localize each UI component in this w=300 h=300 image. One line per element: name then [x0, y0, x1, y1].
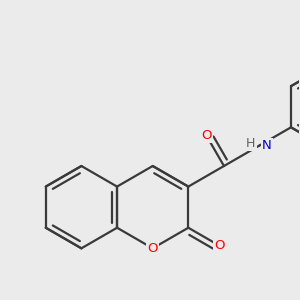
- Text: N: N: [262, 139, 272, 152]
- Text: O: O: [201, 129, 212, 142]
- Text: H: H: [246, 137, 256, 150]
- Text: O: O: [214, 239, 225, 252]
- Text: O: O: [147, 242, 158, 255]
